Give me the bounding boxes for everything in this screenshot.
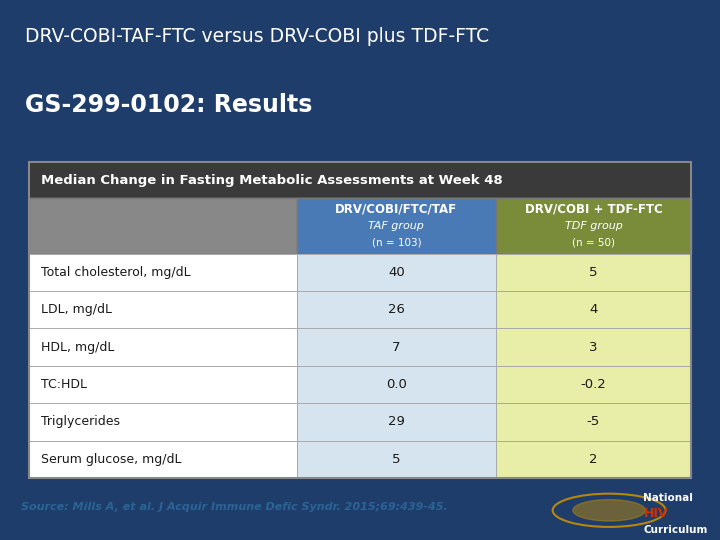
Bar [29,366,297,403]
Text: TC:HDL: TC:HDL [41,378,86,391]
Text: Serum glucose, mg/dL: Serum glucose, mg/dL [41,453,181,465]
Bar [297,198,496,254]
Text: HDL, mg/dL: HDL, mg/dL [41,341,114,354]
Bar [29,162,691,198]
Text: Curriculum: Curriculum [644,525,708,535]
Bar [297,441,496,478]
Bar [29,254,297,291]
Text: (n = 50): (n = 50) [572,238,615,248]
Bar [297,328,496,366]
Text: TAF group: TAF group [369,221,424,231]
Bar [496,254,691,291]
Bar [297,254,496,291]
Text: Median Change in Fasting Metabolic Assessments at Week 48: Median Change in Fasting Metabolic Asses… [41,174,503,187]
Text: Source: Mills A, et al. J Acquir Immune Defic Syndr. 2015;69:439-45.: Source: Mills A, et al. J Acquir Immune … [21,502,448,512]
Text: 2: 2 [589,453,598,465]
Text: DRV/COBI/FTC/TAF: DRV/COBI/FTC/TAF [336,203,457,216]
Text: 40: 40 [388,266,405,279]
Bar [496,291,691,328]
Bar [297,403,496,441]
Text: 3: 3 [589,341,598,354]
Text: DRV/COBI + TDF-FTC: DRV/COBI + TDF-FTC [525,203,662,216]
Text: 4: 4 [589,303,598,316]
Text: -0.2: -0.2 [580,378,606,391]
Text: 7: 7 [392,341,401,354]
Text: (n = 103): (n = 103) [372,238,421,248]
Text: 26: 26 [388,303,405,316]
Circle shape [573,500,645,521]
Bar [297,366,496,403]
Text: Total cholesterol, mg/dL: Total cholesterol, mg/dL [41,266,190,279]
Bar [496,198,691,254]
Bar [496,441,691,478]
Text: DRV-COBI-TAF-FTC versus DRV-COBI plus TDF-FTC: DRV-COBI-TAF-FTC versus DRV-COBI plus TD… [25,27,490,46]
Text: LDL, mg/dL: LDL, mg/dL [41,303,112,316]
Text: HIV: HIV [644,508,668,521]
Bar [496,403,691,441]
Text: GS-299-0102: Results: GS-299-0102: Results [25,93,312,117]
Text: Triglycerides: Triglycerides [41,415,120,428]
Text: National: National [644,494,693,503]
Bar [29,441,297,478]
Bar [496,328,691,366]
Text: -5: -5 [587,415,600,428]
Text: 5: 5 [392,453,401,465]
Bar [297,291,496,328]
Text: 5: 5 [589,266,598,279]
Bar [29,291,297,328]
Text: 0.0: 0.0 [386,378,407,391]
Bar [29,198,297,254]
Text: TDF group: TDF group [564,221,622,231]
Text: 29: 29 [388,415,405,428]
Bar [496,366,691,403]
Bar [29,403,297,441]
Bar [29,328,297,366]
